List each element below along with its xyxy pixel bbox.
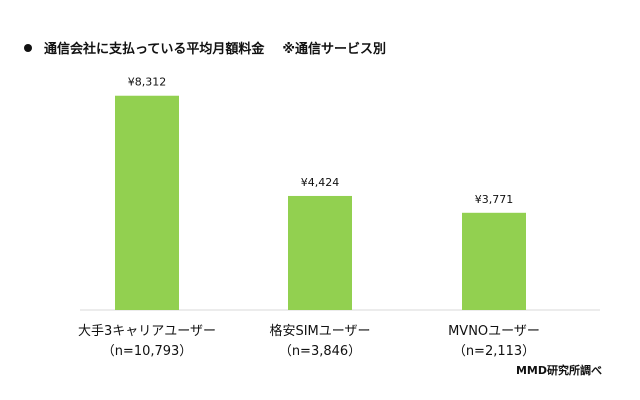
category-sample-size: （n=2,113） xyxy=(452,344,536,359)
bullet-icon xyxy=(24,43,32,52)
category-name: 格安SIMユーザー xyxy=(269,324,371,339)
category-name: MVNOユーザー xyxy=(448,324,540,339)
category-label-budget-sim: 格安SIMユーザー （n=3,846） xyxy=(240,322,400,362)
bars-layer: ¥8,312 ¥4,424 ¥3,771 xyxy=(115,76,526,310)
bar-value-label-1: ¥4,424 xyxy=(301,176,340,189)
category-sample-size: （n=10,793） xyxy=(101,344,193,359)
bar-value-label-0: ¥8,312 xyxy=(128,76,167,89)
category-label-mvno: MVNOユーザー （n=2,113） xyxy=(414,322,574,362)
source-note: MMD研究所調べ xyxy=(515,364,602,377)
bar-1 xyxy=(288,195,352,310)
chart-title: 通信会社に支払っている平均月額料金 ※通信サービス別 xyxy=(24,38,386,57)
chart-title-text: 通信会社に支払っている平均月額料金 xyxy=(44,42,265,57)
bar-value-label-2: ¥3,771 xyxy=(475,193,514,206)
bar-2 xyxy=(462,212,526,310)
chart-subtitle: ※通信サービス別 xyxy=(282,42,386,57)
category-name: 大手3キャリアユーザー xyxy=(77,324,216,339)
category-label-major-carriers: 大手3キャリアユーザー （n=10,793） xyxy=(67,322,227,362)
category-sample-size: （n=3,846） xyxy=(278,344,362,359)
bar-0 xyxy=(115,95,179,310)
